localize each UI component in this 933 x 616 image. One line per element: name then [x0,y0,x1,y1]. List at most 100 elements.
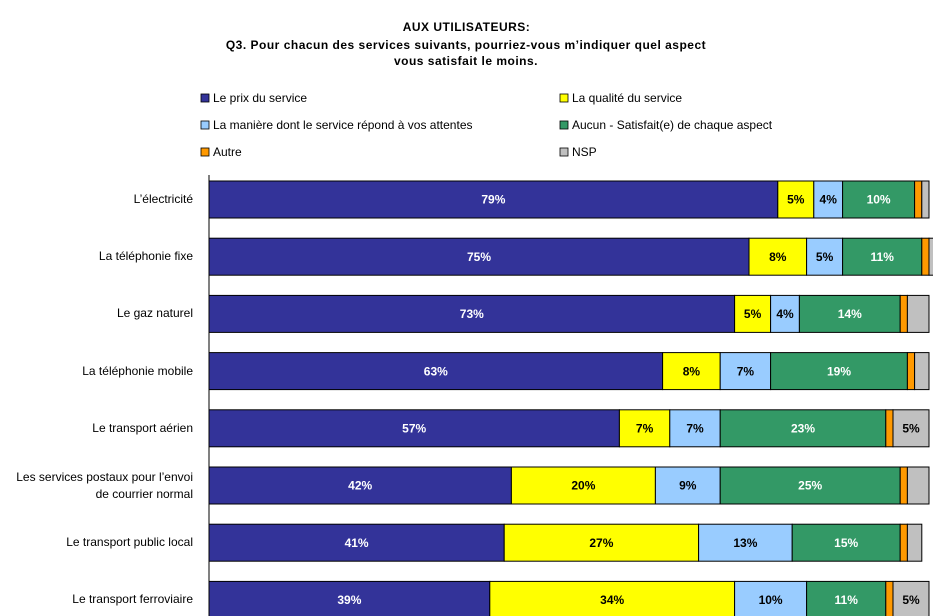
legend-label: Aucun - Satisfait(e) de chaque aspect [572,118,773,132]
bar-segment [208,237,750,276]
category-label: Le transport aérien [92,420,193,435]
value-label: 27% [589,536,613,550]
chart-title: AUX UTILISATEURS: [402,20,531,34]
bar-segment [921,180,930,219]
bar-segment [906,523,923,562]
value-label: 8% [769,250,787,264]
bar-segment [208,466,512,505]
bar-segment [510,466,656,505]
bar-segment [208,523,505,562]
bar-segment [906,294,930,333]
category-label: La téléphonie mobile [82,363,193,378]
category-label: Les services postaux pour l’envoi de cou… [16,469,193,501]
value-label: 4% [776,307,794,321]
bar-segment [777,180,815,219]
legend-swatch [559,93,569,103]
category-label: Le gaz naturel [116,306,193,321]
bar-segment [770,352,908,391]
value-label: 9% [679,479,697,493]
value-label: 8% [683,364,701,378]
value-label: 5% [902,593,920,607]
value-label: 23% [791,421,815,435]
value-label: 5% [816,250,834,264]
legend-swatch [559,147,569,157]
value-label: 4% [820,193,838,207]
value-label: 13% [733,536,757,550]
bar-segment [914,180,923,219]
value-label: 7% [636,421,654,435]
bar-segment [885,580,894,616]
legend-swatch [200,147,210,157]
legend-swatch [559,120,569,130]
legend-label: La qualité du service [572,91,682,105]
bar-segment [662,352,721,391]
legend-label: Autre [213,145,242,159]
value-label: 34% [600,593,624,607]
legend-label: La manière dont le service répond à vos … [213,118,473,132]
value-label: 11% [871,250,895,264]
value-label: 10% [867,193,891,207]
value-label: 39% [337,593,361,607]
category-label: La téléphonie fixe [98,249,193,264]
value-label: 14% [838,307,862,321]
bar-segment [921,237,930,276]
bar-segment [899,294,908,333]
legend-swatch [200,120,210,130]
bar-segment [208,409,620,448]
bar-segment [885,409,894,448]
value-label: 15% [834,536,858,550]
bar-segment [489,580,736,616]
bar-segment [806,580,887,616]
bar-segment [654,466,721,505]
bar-segment [842,237,923,276]
bar-segment [770,294,800,333]
legend-swatch [200,93,210,103]
value-label: 73% [460,307,484,321]
category-label: Le transport public local [66,535,193,550]
value-label: 5% [902,421,920,435]
value-label: 57% [402,421,426,435]
bar-segment [208,352,664,391]
bar-segment [892,580,930,616]
value-label: 7% [737,364,755,378]
value-label: 7% [686,421,704,435]
bar-segment [798,294,901,333]
bar-segment [719,409,887,448]
bar-segment [899,466,908,505]
bar-segment [734,580,808,616]
value-label: 75% [467,250,491,264]
value-label: 79% [481,193,505,207]
bar-segment [719,352,772,391]
legend-label: Le prix du service [213,91,307,105]
bar-segment [503,523,700,562]
value-label: 41% [345,536,369,550]
bar-segment [748,237,808,276]
value-label: 25% [798,479,822,493]
bar-segment [914,352,930,391]
bar-segment [791,523,901,562]
bar-segment [734,294,772,333]
category-label: Le transport ferroviaire [72,592,193,607]
value-label: 5% [787,193,805,207]
bar-segment [906,466,930,505]
category-label: L’électricité [133,192,193,206]
bar-segment [906,352,916,391]
bar-segment [899,523,908,562]
bar-segment [208,580,491,616]
chart-subtitle: Q3. Pour chacun des services suivants, p… [225,38,707,68]
bar-segment [208,180,779,219]
bar-segment [928,237,933,276]
value-label: 11% [835,593,859,607]
bar-segment [208,294,736,333]
value-label: 10% [759,593,783,607]
value-label: 20% [571,479,595,493]
bar-segment [813,180,844,219]
value-label: 19% [827,364,851,378]
value-label: 5% [744,307,762,321]
legend-label: NSP [572,145,597,159]
value-label: 63% [424,364,448,378]
bar-segment [892,409,930,448]
value-label: 42% [348,479,372,493]
